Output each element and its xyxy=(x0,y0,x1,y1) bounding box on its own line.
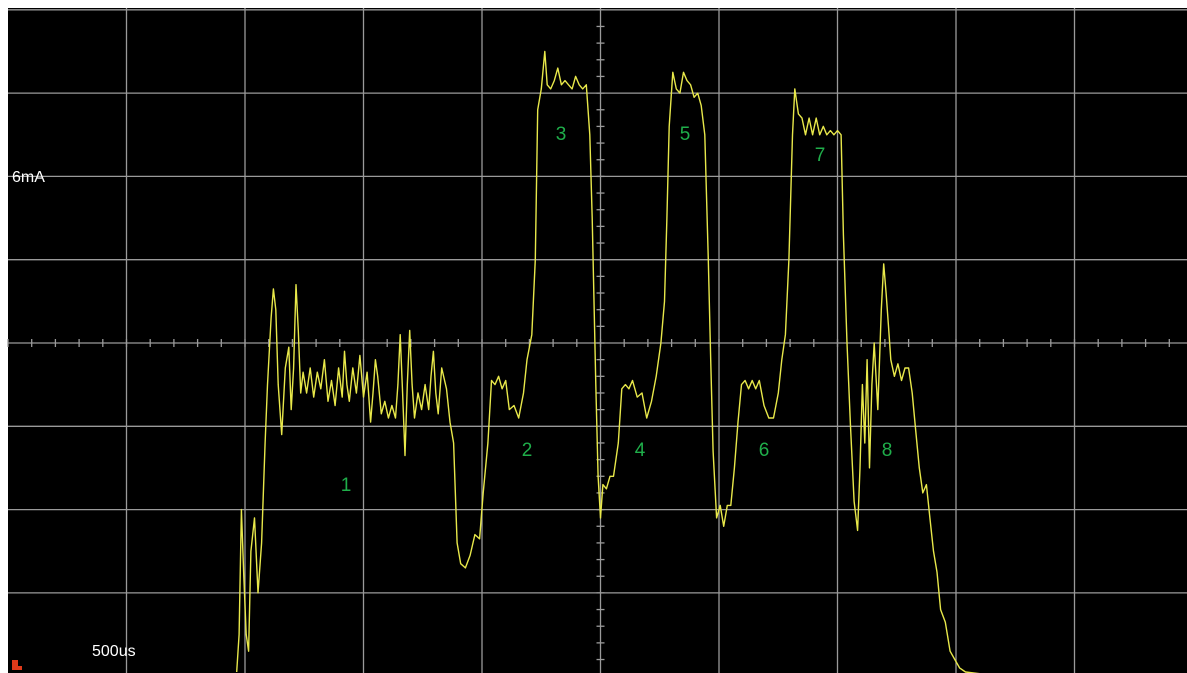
trigger-marker-icon xyxy=(12,660,22,670)
display-background xyxy=(8,8,1187,673)
trace-layer xyxy=(236,50,980,673)
pulse-label-1: 1 xyxy=(341,475,352,496)
vertical-scale-label: 6mA xyxy=(12,169,45,186)
pulse-label-2: 2 xyxy=(522,440,533,461)
pulse-label-4: 4 xyxy=(635,440,646,461)
pulse-label-6: 6 xyxy=(759,440,770,461)
time-scale-label: 500us xyxy=(92,643,136,660)
graticule xyxy=(7,8,1187,673)
pulse-labels: 1 2 3 4 5 6 7 8 xyxy=(341,124,893,496)
pulse-label-3: 3 xyxy=(556,124,567,145)
pulse-label-7: 7 xyxy=(815,145,826,166)
pulse-label-8: 8 xyxy=(882,440,893,461)
trace-series-1 xyxy=(236,50,980,673)
pulse-label-5: 5 xyxy=(680,124,691,145)
